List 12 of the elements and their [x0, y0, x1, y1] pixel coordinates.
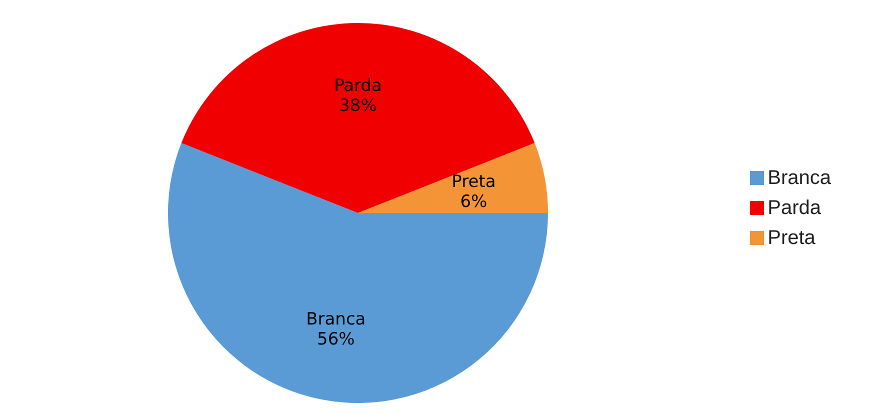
slice-label: Preta [452, 172, 496, 192]
slice-label: Parda [334, 76, 382, 96]
data-label: 6% [460, 192, 488, 212]
legend-label: Parda [768, 196, 821, 218]
pie-slice [358, 143, 548, 213]
pie-slice [181, 23, 535, 213]
data-label: 38% [339, 96, 377, 116]
legend-label: Branca [768, 166, 831, 188]
legend-label: Preta [768, 226, 816, 248]
pie-slice [168, 143, 548, 403]
data-label: 56% [317, 330, 355, 350]
slice-label: Branca [306, 310, 366, 330]
